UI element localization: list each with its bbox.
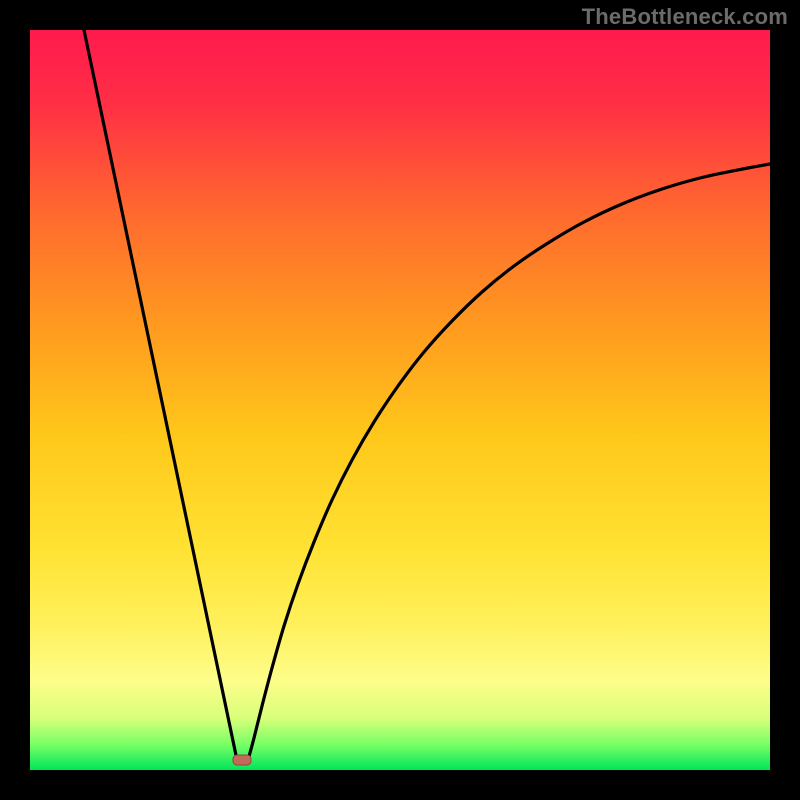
minimum-marker [233, 755, 251, 765]
watermark-text: TheBottleneck.com [582, 4, 788, 30]
chart-plot-area [30, 30, 770, 770]
outer-frame: TheBottleneck.com [0, 0, 800, 800]
bottleneck-chart [30, 30, 770, 770]
chart-background [30, 30, 770, 770]
